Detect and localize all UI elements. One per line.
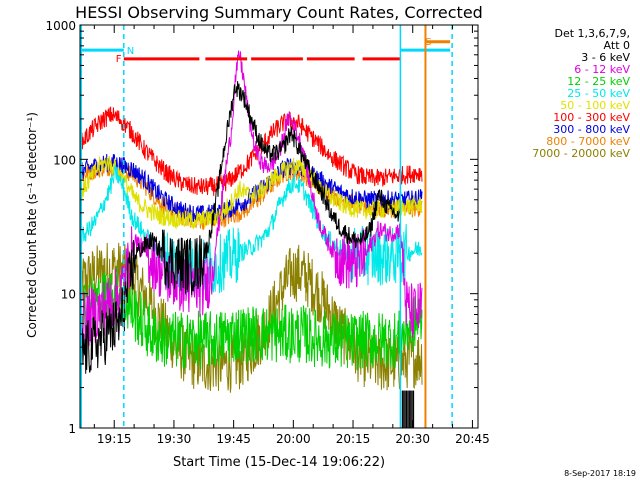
- y-tick-label: 10: [61, 288, 76, 302]
- series-line-4: [80, 164, 423, 296]
- legend-entry-9: 7000 - 20000 keV: [532, 147, 630, 160]
- legend-entry-6: 100 - 300 keV: [553, 111, 630, 124]
- series-line-9: [80, 242, 423, 393]
- plot-frame: [79, 24, 479, 429]
- legend-entry-8: 800 - 7000 keV: [546, 135, 630, 148]
- x-tick-label: 20:45: [455, 432, 490, 446]
- legend-entry-4: 25 - 50 keV: [567, 87, 630, 100]
- legend-entry-3: 12 - 25 keV: [567, 75, 630, 88]
- series-line-7: [80, 153, 423, 223]
- x-tick-label: 20:15: [336, 432, 371, 446]
- series-line-5: [80, 155, 423, 230]
- y-axis-label: Corrected Count Rate (s⁻¹ detector⁻¹): [25, 112, 39, 338]
- x-tick-label: 19:15: [97, 432, 132, 446]
- x-tick-label: 20:30: [395, 432, 430, 446]
- series-line-1: [80, 81, 401, 374]
- y-tick-label: 1: [68, 422, 76, 436]
- flag-label-n: N: [127, 46, 134, 57]
- series-line-3: [80, 266, 423, 371]
- legend-header-line-2: Att 0: [604, 39, 630, 52]
- series-line-6: [80, 106, 423, 196]
- plot-area: FN S: [80, 25, 453, 428]
- legend-header-line-1: Det 1,3,6,7,9,: [554, 27, 630, 40]
- flag-label-s: S: [425, 37, 431, 48]
- x-tick-label: 19:45: [216, 432, 251, 446]
- footer-timestamp: 8-Sep-2017 18:19: [564, 469, 636, 478]
- x-axis-label: Start Time (15-Dec-14 19:06:22): [173, 455, 385, 470]
- legend-entry-2: 6 - 12 keV: [574, 63, 630, 76]
- legend-entry-1: 3 - 6 keV: [581, 51, 630, 64]
- chart-title: HESSI Observing Summary Count Rates, Cor…: [75, 3, 483, 22]
- y-tick-label: 100: [53, 153, 76, 167]
- x-tick-label: 19:30: [157, 432, 192, 446]
- legend-entry-7: 300 - 800 keV: [553, 123, 630, 136]
- legend-entry-5: 50 - 100 keV: [560, 99, 630, 112]
- flag-label-f: F: [116, 54, 122, 65]
- axes: 19:15 19:30 19:45 20:00 20:15 20:30 20:45 1 10 10…: [45, 19, 489, 446]
- y-tick-label: 1000: [45, 19, 76, 33]
- x-tick-label: 20:00: [276, 432, 311, 446]
